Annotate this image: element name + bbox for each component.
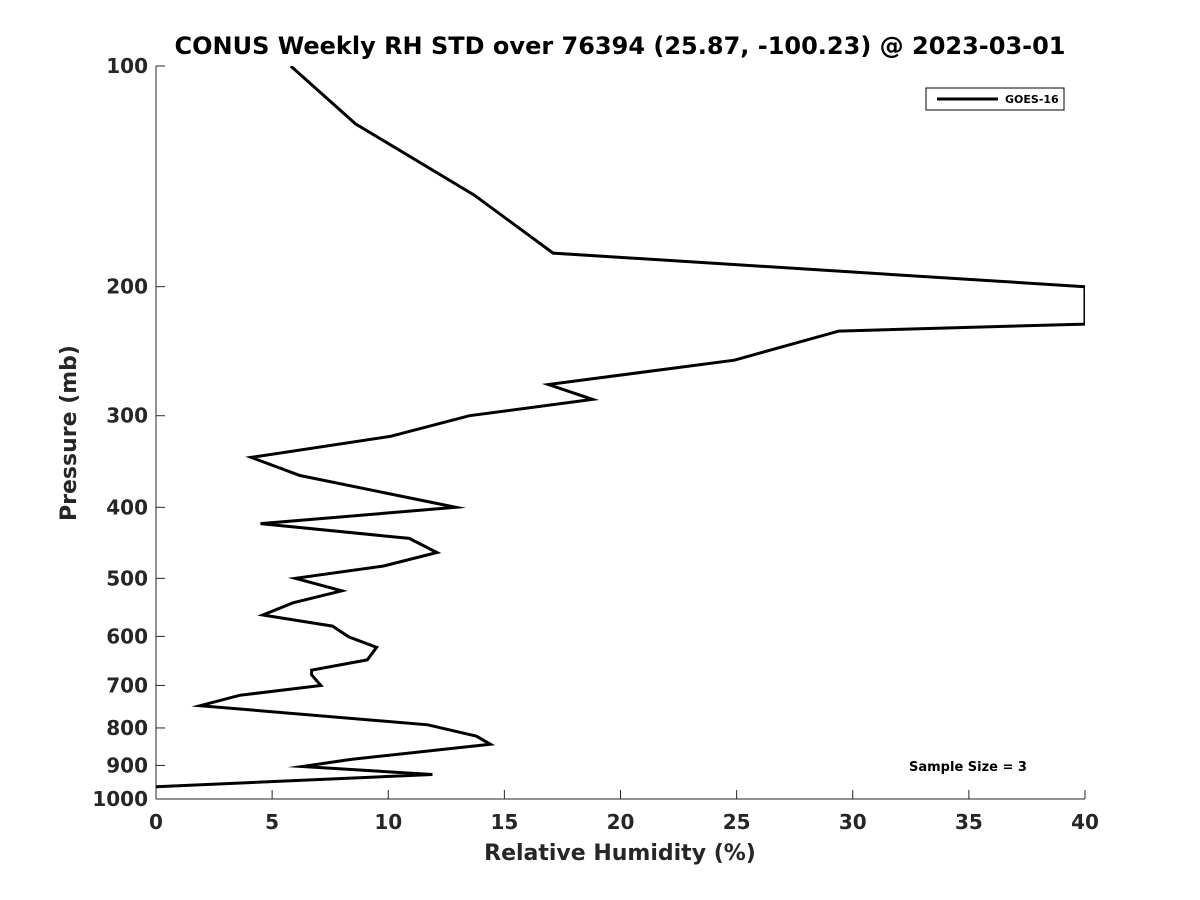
x-tick-label: 35 (955, 810, 983, 834)
y-tick-label: 100 (106, 54, 148, 78)
y-tick-label: 900 (106, 753, 148, 777)
y-tick-label: 600 (106, 624, 148, 648)
x-tick-label: 30 (839, 810, 867, 834)
x-tick-label: 5 (265, 810, 279, 834)
x-axis-label: Relative Humidity (%) (484, 841, 756, 866)
sample-size-annotation: Sample Size = 3 (909, 760, 1027, 775)
x-tick-label: 0 (149, 810, 163, 834)
y-tick-label: 700 (106, 673, 148, 697)
y-tick-label: 300 (106, 404, 148, 428)
legend-label-goes-16: GOES-16 (1005, 93, 1059, 106)
y-tick-label: 800 (106, 716, 148, 740)
y-tick-label: 1000 (92, 787, 148, 811)
y-axis-label: Pressure (mb) (57, 345, 82, 521)
y-tick-label: 400 (106, 495, 148, 519)
x-tick-label: 20 (607, 810, 635, 834)
legend: GOES-16 (925, 87, 1065, 111)
axes: 0 5 10 15 20 25 30 35 40 100 200 300 400 500 600 700 800… (92, 54, 1099, 834)
series-line-goes-16 (156, 66, 1085, 789)
y-tick-label: 200 (106, 275, 148, 299)
x-tick-label: 15 (490, 810, 518, 834)
x-tick-label: 10 (374, 810, 402, 834)
plot-area (156, 66, 1085, 789)
chart-title: CONUS Weekly RH STD over 76394 (25.87, -… (174, 32, 1065, 60)
x-tick-label: 25 (723, 810, 751, 834)
y-tick-label: 500 (106, 566, 148, 590)
series-layer (156, 66, 1085, 789)
x-tick-label: 40 (1071, 810, 1099, 834)
